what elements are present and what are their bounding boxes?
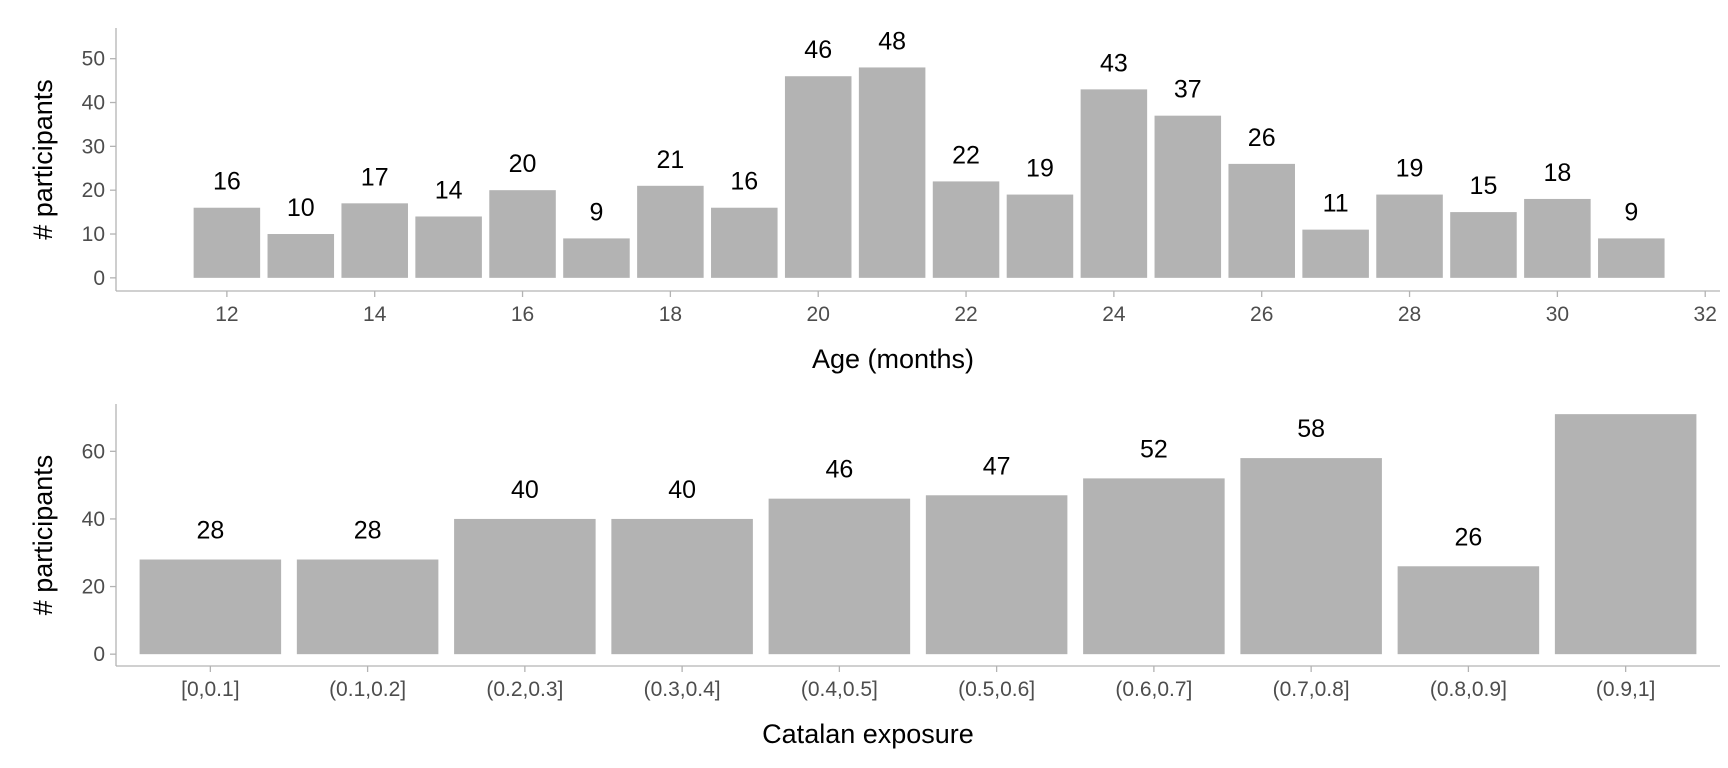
age-bar-13 (267, 234, 335, 278)
exposure-bar-label-5: 47 (983, 452, 1011, 480)
age-bar-31 (1598, 238, 1665, 278)
age-x-axis-title: Age (months) (812, 344, 974, 374)
age-bar-label-27: 11 (1323, 190, 1349, 218)
age-bar-25 (1154, 115, 1222, 278)
age-bar-label-22: 22 (952, 141, 980, 169)
age-x-tick-label-26: 26 (1250, 303, 1273, 326)
age-bar-30 (1524, 198, 1591, 278)
age-bar-label-15: 14 (435, 176, 463, 204)
age-x-tick-label-24: 24 (1102, 303, 1126, 326)
age-bar-19 (711, 207, 778, 278)
age-bar-label-31: 9 (1624, 198, 1638, 226)
age-bar-label-18: 21 (656, 146, 684, 174)
age-bar-23 (1006, 194, 1074, 278)
age-bar-16 (489, 190, 556, 278)
age-bar-label-21: 48 (878, 27, 906, 55)
age-bar-29 (1450, 212, 1517, 278)
age-x-tick-label-12: 12 (215, 303, 238, 326)
exposure-x-axis-title: Catalan exposure (762, 719, 974, 749)
age-x-tick-label-18: 18 (659, 303, 682, 326)
exposure-x-tick-label-7: (0.7,0.8] (1273, 678, 1350, 701)
age-x-tick-label-28: 28 (1398, 303, 1421, 326)
age-bar-label-19: 16 (730, 168, 758, 196)
exposure-x-tick-label-6: (0.6,0.7] (1115, 678, 1192, 701)
age-bar-26 (1228, 163, 1295, 278)
exposure-bar-label-7: 58 (1297, 415, 1325, 443)
exposure-bar-label-0: 28 (196, 517, 224, 545)
age-bar-label-20: 46 (804, 36, 832, 64)
exposure-x-tick-label-9: (0.9,1] (1596, 678, 1656, 701)
exposure-bar-7 (1240, 458, 1382, 655)
age-bar-20 (784, 76, 852, 278)
age-y-tick-label-30: 30 (82, 135, 105, 158)
age-chart: 16 10 17 14 20 9 21 16 46 48 22 19 43 37 26 11 19 15 18 9 0 1… (28, 27, 1720, 374)
age-x-tick-label-20: 20 (807, 303, 830, 326)
exposure-bar-6 (1083, 478, 1225, 655)
exposure-x-tick-label-3: (0.3,0.4] (644, 678, 721, 701)
age-bar-label-26: 26 (1248, 124, 1276, 152)
exposure-x-tick-label-4: (0.4,0.5] (801, 678, 878, 701)
age-bar-14 (341, 203, 408, 278)
exposure-y-tick-label-60: 60 (82, 440, 105, 463)
age-y-tick-label-50: 50 (82, 48, 105, 71)
age-bar-label-24: 43 (1100, 49, 1128, 77)
age-x-tick-label-22: 22 (954, 303, 977, 326)
exposure-x-tick-label-0: [0,0.1] (181, 678, 239, 701)
age-y-tick-label-10: 10 (82, 223, 105, 246)
exposure-bar-3 (611, 518, 753, 655)
age-bar-12 (193, 207, 261, 278)
exposure-x-tick-label-8: (0.8,0.9] (1430, 678, 1507, 701)
age-y-tick-label-20: 20 (82, 179, 105, 202)
age-bar-27 (1302, 229, 1369, 278)
age-bar-label-14: 17 (361, 163, 389, 191)
age-bar-28 (1376, 194, 1443, 278)
exposure-chart: 28 28 40 40 46 47 52 58 26 0 20 40 60 [0,0.1] (0.1,0.2… (28, 404, 1720, 749)
exposure-x-tick-label-1: (0.1,0.2] (329, 678, 406, 701)
exposure-bar-label-3: 40 (668, 476, 696, 504)
exposure-y-tick-label-0: 0 (93, 643, 105, 666)
exposure-bar-4 (768, 498, 911, 655)
exposure-bar-5 (925, 495, 1068, 655)
exposure-bar-8 (1397, 566, 1540, 655)
age-bar-label-25: 37 (1174, 76, 1202, 104)
age-bar-label-16: 20 (509, 150, 537, 178)
age-y-tick-label-40: 40 (82, 92, 105, 115)
exposure-x-tick-label-5: (0.5,0.6] (958, 678, 1035, 701)
age-bar-15 (415, 216, 482, 278)
age-bar-label-28: 19 (1396, 155, 1424, 183)
age-x-tick-label-32: 32 (1694, 303, 1717, 326)
age-bar-label-29: 15 (1470, 172, 1498, 200)
exposure-bar-label-2: 40 (511, 476, 539, 504)
age-bar-18 (637, 185, 704, 278)
age-bar-22 (932, 181, 1000, 278)
age-x-tick-label-16: 16 (511, 303, 534, 326)
age-bar-17 (563, 238, 630, 278)
age-x-tick-label-30: 30 (1546, 303, 1569, 326)
age-bar-label-23: 19 (1026, 155, 1054, 183)
age-y-tick-label-0: 0 (93, 267, 105, 290)
exposure-bar-9 (1554, 414, 1697, 655)
exposure-x-tick-label-2: (0.2,0.3] (486, 678, 563, 701)
exposure-bar-label-6: 52 (1140, 435, 1168, 463)
age-bar-21 (858, 67, 926, 278)
exposure-bar-1 (296, 559, 439, 655)
age-bar-24 (1080, 89, 1148, 278)
age-bar-label-17: 9 (590, 198, 604, 226)
exposure-bar-label-8: 26 (1454, 523, 1482, 551)
exposure-y-axis-title: # participants (28, 455, 58, 616)
exposure-bar-label-4: 46 (825, 456, 853, 484)
age-bar-label-12: 16 (213, 168, 241, 196)
exposure-bar-0 (139, 559, 282, 655)
age-bar-label-30: 18 (1543, 159, 1571, 187)
exposure-bar-label-1: 28 (354, 517, 382, 545)
age-y-axis-title: # participants (28, 79, 58, 240)
age-x-tick-label-14: 14 (363, 303, 387, 326)
age-bar-label-13: 10 (287, 194, 315, 222)
exposure-bar-2 (454, 518, 596, 655)
exposure-y-tick-label-40: 40 (82, 508, 105, 531)
exposure-y-tick-label-20: 20 (82, 576, 105, 599)
